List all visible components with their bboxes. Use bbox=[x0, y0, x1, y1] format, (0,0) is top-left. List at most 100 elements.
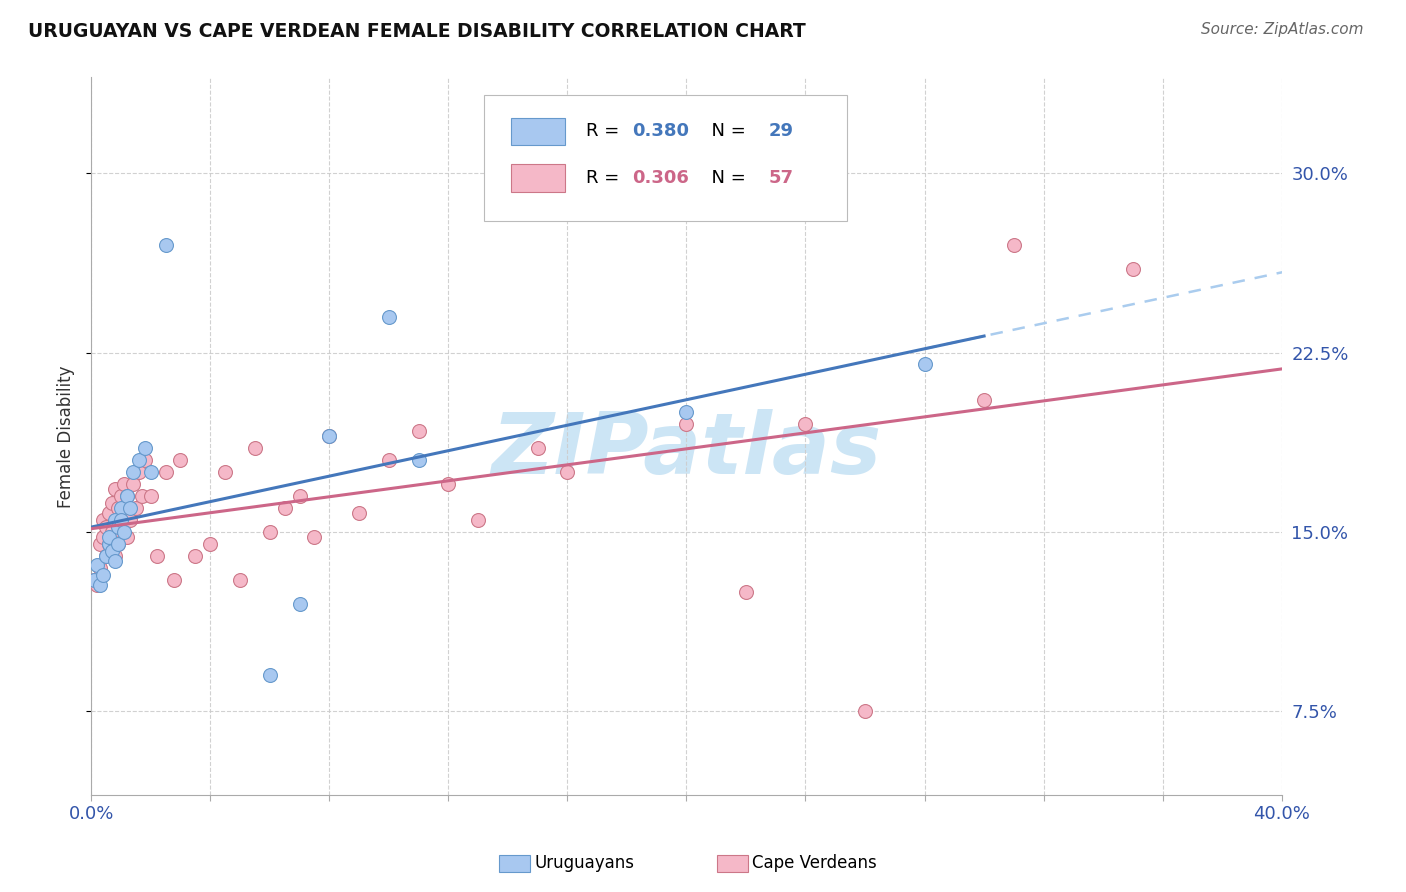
Point bbox=[467, 513, 489, 527]
Point bbox=[169, 453, 191, 467]
Text: 29: 29 bbox=[769, 122, 793, 140]
Point bbox=[259, 668, 281, 682]
Point bbox=[86, 558, 108, 573]
FancyBboxPatch shape bbox=[484, 95, 848, 221]
Text: N =: N = bbox=[700, 169, 751, 187]
Point bbox=[408, 425, 430, 439]
Point bbox=[94, 549, 117, 563]
Point bbox=[1002, 238, 1025, 252]
Bar bbox=[512, 164, 565, 192]
Text: R =: R = bbox=[586, 122, 626, 140]
Point bbox=[91, 568, 114, 582]
Y-axis label: Female Disability: Female Disability bbox=[58, 365, 75, 508]
Point bbox=[107, 537, 129, 551]
Point bbox=[94, 520, 117, 534]
Point bbox=[104, 554, 127, 568]
Point bbox=[110, 489, 132, 503]
Point bbox=[318, 429, 340, 443]
Point bbox=[1122, 261, 1144, 276]
Point bbox=[675, 417, 697, 432]
Point bbox=[134, 453, 156, 467]
Point bbox=[125, 501, 148, 516]
Point bbox=[104, 513, 127, 527]
Point bbox=[112, 524, 135, 539]
Text: URUGUAYAN VS CAPE VERDEAN FEMALE DISABILITY CORRELATION CHART: URUGUAYAN VS CAPE VERDEAN FEMALE DISABIL… bbox=[28, 22, 806, 41]
Text: Source: ZipAtlas.com: Source: ZipAtlas.com bbox=[1201, 22, 1364, 37]
Point bbox=[86, 577, 108, 591]
Point bbox=[118, 501, 141, 516]
Point bbox=[121, 477, 143, 491]
Point bbox=[110, 501, 132, 516]
Point bbox=[121, 465, 143, 479]
Point bbox=[83, 573, 105, 587]
Text: R =: R = bbox=[586, 169, 626, 187]
Bar bbox=[512, 118, 565, 145]
Point bbox=[288, 489, 311, 503]
Point bbox=[259, 524, 281, 539]
Point bbox=[134, 441, 156, 455]
Point bbox=[200, 537, 222, 551]
Text: 0.380: 0.380 bbox=[631, 122, 689, 140]
Point bbox=[288, 597, 311, 611]
Point bbox=[101, 524, 124, 539]
Point bbox=[107, 520, 129, 534]
Point bbox=[112, 506, 135, 520]
Point bbox=[437, 477, 460, 491]
Point bbox=[94, 549, 117, 563]
Point bbox=[91, 513, 114, 527]
Point bbox=[184, 549, 207, 563]
Point bbox=[557, 465, 579, 479]
Point bbox=[378, 310, 401, 324]
Point bbox=[110, 513, 132, 527]
Text: 0.306: 0.306 bbox=[631, 169, 689, 187]
Point bbox=[104, 549, 127, 563]
Point bbox=[139, 489, 162, 503]
Point bbox=[89, 561, 111, 575]
Text: Cape Verdeans: Cape Verdeans bbox=[752, 854, 877, 871]
Point bbox=[318, 429, 340, 443]
Point bbox=[110, 520, 132, 534]
Point bbox=[118, 513, 141, 527]
Point bbox=[973, 393, 995, 408]
Point bbox=[139, 465, 162, 479]
Text: Uruguayans: Uruguayans bbox=[534, 854, 634, 871]
Point bbox=[853, 704, 876, 718]
Point bbox=[115, 530, 138, 544]
Point bbox=[112, 477, 135, 491]
Point bbox=[89, 537, 111, 551]
Point bbox=[115, 489, 138, 503]
Point bbox=[675, 405, 697, 419]
Point bbox=[243, 441, 266, 455]
Point bbox=[89, 577, 111, 591]
Point bbox=[526, 441, 548, 455]
Point bbox=[229, 573, 252, 587]
Point bbox=[735, 584, 758, 599]
Point bbox=[145, 549, 167, 563]
Point bbox=[91, 530, 114, 544]
Point bbox=[914, 358, 936, 372]
Point bbox=[107, 501, 129, 516]
Point bbox=[115, 489, 138, 503]
Point bbox=[304, 530, 326, 544]
Point bbox=[347, 506, 370, 520]
Point bbox=[794, 417, 817, 432]
Point bbox=[101, 496, 124, 510]
Text: N =: N = bbox=[700, 122, 751, 140]
Point bbox=[131, 489, 153, 503]
Point bbox=[98, 537, 121, 551]
Point bbox=[408, 453, 430, 467]
Point bbox=[155, 465, 177, 479]
Text: 57: 57 bbox=[769, 169, 793, 187]
Point bbox=[98, 506, 121, 520]
Point bbox=[214, 465, 236, 479]
Point bbox=[155, 238, 177, 252]
Point bbox=[273, 501, 295, 516]
Text: ZIPatlas: ZIPatlas bbox=[491, 409, 882, 492]
Point bbox=[98, 537, 121, 551]
Point bbox=[101, 544, 124, 558]
Point bbox=[378, 453, 401, 467]
Point bbox=[83, 573, 105, 587]
Point bbox=[128, 453, 150, 467]
Point bbox=[107, 537, 129, 551]
Point bbox=[163, 573, 186, 587]
